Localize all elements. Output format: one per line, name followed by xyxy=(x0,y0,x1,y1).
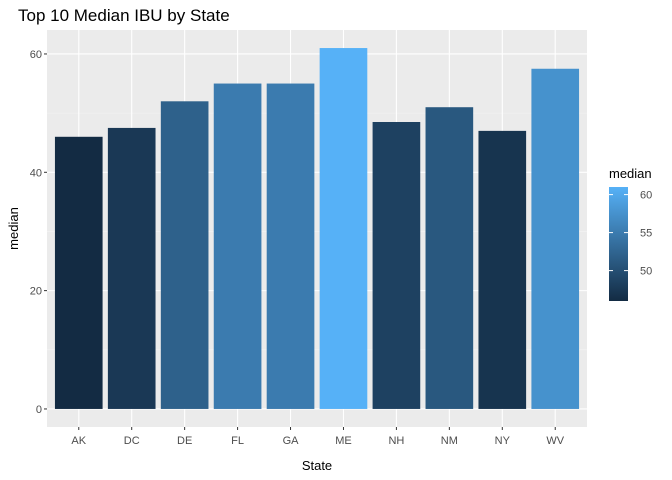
bar-wv xyxy=(531,68,580,409)
x-tick-label: NM xyxy=(441,435,458,447)
x-tick-label: WV xyxy=(546,435,564,447)
bar-dc xyxy=(107,127,156,409)
legend-colorbar xyxy=(609,187,628,301)
x-tick-label: AK xyxy=(71,435,86,447)
y-tick-label: 20 xyxy=(30,286,42,298)
y-axis-title: median xyxy=(6,207,21,250)
bar-ny xyxy=(478,130,527,409)
color-legend: median 50 55 60 xyxy=(609,166,652,301)
x-tick-label: GA xyxy=(283,435,300,447)
legend-tick-label: 50 xyxy=(640,266,652,278)
bar-fl xyxy=(213,83,262,409)
bar-ak xyxy=(54,136,103,409)
bar-nh xyxy=(372,122,421,409)
x-tick-label: DE xyxy=(177,435,192,447)
x-axis-title: State xyxy=(302,458,332,473)
x-tick-label: NH xyxy=(388,435,404,447)
legend-tick-label: 60 xyxy=(640,190,652,202)
y-axis: 0 20 40 60 xyxy=(30,49,47,416)
bar-ga xyxy=(266,83,315,409)
x-tick-label: DC xyxy=(124,435,140,447)
x-axis: AK DC DE FL GA ME NH NM NY WV xyxy=(71,427,565,447)
chart-title: Top 10 Median IBU by State xyxy=(18,6,230,25)
x-tick-label: FL xyxy=(231,435,244,447)
x-tick-label: NY xyxy=(495,435,511,447)
bars-layer xyxy=(54,48,580,409)
bar-me xyxy=(319,48,368,409)
y-tick-label: 60 xyxy=(30,49,42,61)
bar-de xyxy=(160,101,209,409)
legend-ticks: 50 55 60 xyxy=(609,190,652,278)
y-tick-label: 0 xyxy=(36,404,42,416)
x-tick-label: ME xyxy=(335,435,352,447)
legend-title: median xyxy=(609,166,652,181)
y-tick-label: 40 xyxy=(30,167,42,179)
legend-tick-label: 55 xyxy=(640,228,652,240)
bar-nm xyxy=(425,107,474,409)
